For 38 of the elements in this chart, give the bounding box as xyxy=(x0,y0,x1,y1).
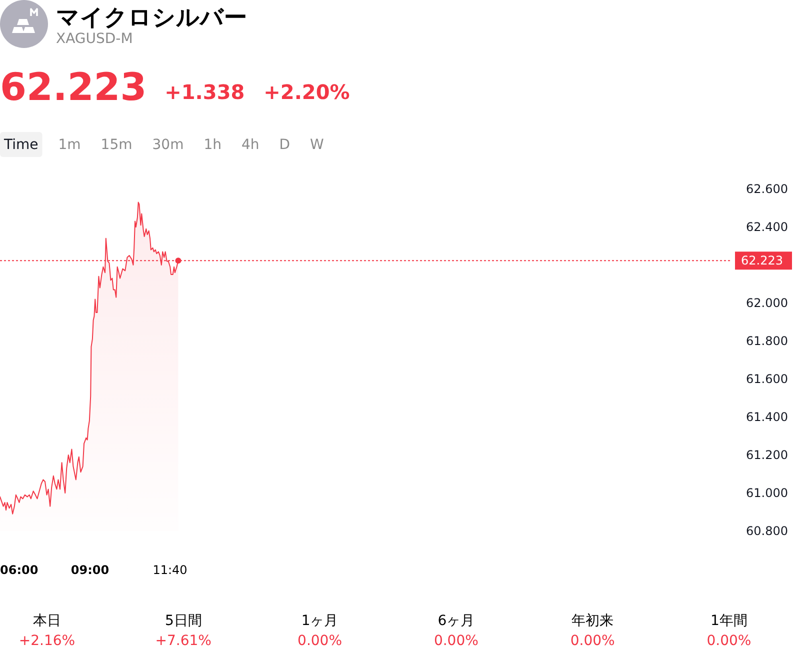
text: 4h xyxy=(241,137,260,153)
text: 30m xyxy=(152,137,184,153)
chart-title: マイクロシルバー xyxy=(56,5,247,31)
text: 0.00% xyxy=(570,633,615,649)
y-tick-label: 62.600 xyxy=(746,182,788,196)
y-tick-label: 60.800 xyxy=(746,524,788,538)
chart-subtitle: XAGUSD-M xyxy=(56,31,133,47)
text: 1年間 xyxy=(710,613,748,629)
x-tick-label: 06:00 xyxy=(0,563,38,577)
y-tick-label: 61.000 xyxy=(746,486,788,500)
y-tick-label: 61.200 xyxy=(746,448,788,462)
text: 62.223 xyxy=(0,65,147,109)
text: +2.20% xyxy=(264,80,350,104)
text: +7.61% xyxy=(155,633,212,649)
y-tick-label: 61.600 xyxy=(746,372,788,386)
text: 1h xyxy=(204,137,222,153)
y-tick-label: 62.000 xyxy=(746,296,788,310)
text: 0.00% xyxy=(706,633,752,649)
text: +1.338 xyxy=(164,80,245,104)
y-tick-label: 61.800 xyxy=(746,334,788,348)
text: 0.00% xyxy=(298,633,342,649)
text: 6ヶ月 xyxy=(438,613,475,629)
y-tick-label: 61.400 xyxy=(746,410,788,424)
text: D xyxy=(279,137,290,153)
text: Time xyxy=(3,137,38,153)
text: 5日間 xyxy=(164,613,202,629)
ref-line-label: 62.223 xyxy=(741,254,783,268)
x-tick-label: 11:40 xyxy=(152,563,188,577)
y-tick-label: 62.400 xyxy=(746,220,788,234)
text: 15m xyxy=(100,137,132,153)
text: W xyxy=(310,137,324,153)
text: 1ヶ月 xyxy=(301,613,338,629)
text: 年初来 xyxy=(572,613,614,629)
text: +2.16% xyxy=(18,633,76,649)
x-tick-label: 09:00 xyxy=(70,563,110,577)
text: 1m xyxy=(58,137,81,153)
text: 0.00% xyxy=(434,633,478,649)
text: 本日 xyxy=(33,613,61,629)
